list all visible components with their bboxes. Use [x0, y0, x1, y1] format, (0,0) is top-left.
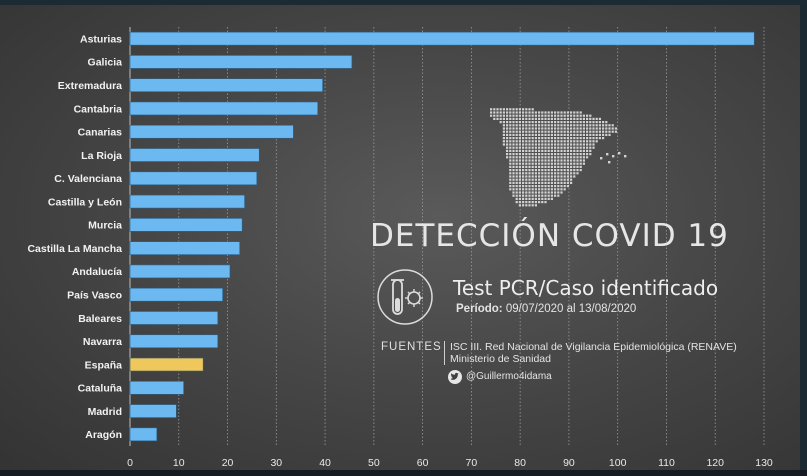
- bar-c-valenciana: [129, 171, 258, 186]
- bar-castilla-y-león: [129, 194, 245, 209]
- period-label: Período:: [456, 303, 503, 315]
- bar-la-rioja: [129, 148, 260, 162]
- category-label: C. Valenciana: [54, 173, 122, 185]
- x-tick-label: 50: [368, 457, 380, 469]
- x-tick-label: 60: [417, 457, 429, 469]
- bar-madrid: [129, 404, 177, 418]
- category-label: España: [85, 359, 123, 371]
- bar-cantabria: [129, 101, 319, 116]
- x-tick-label: 30: [270, 457, 282, 469]
- category-label: Galicia: [88, 57, 123, 69]
- x-tick-label: 130: [755, 457, 773, 469]
- bar-extremadura: [129, 78, 323, 92]
- bar-castilla-la-mancha: [129, 241, 241, 255]
- x-tick-label: 20: [222, 457, 234, 469]
- x-tick-label: 90: [563, 457, 575, 469]
- gridlines: [129, 27, 765, 446]
- category-label: Madrid: [88, 406, 122, 418]
- x-tick-label: 80: [514, 457, 526, 469]
- right-border: [800, 5, 807, 476]
- spain-map-icon: [490, 108, 627, 207]
- sources-divider: [444, 341, 445, 365]
- x-tick-label: 10: [173, 457, 185, 469]
- category-label: Asturias: [80, 33, 122, 45]
- x-tick-label: 70: [466, 457, 478, 469]
- x-tick-label: 110: [658, 457, 675, 469]
- x-tick-label: 0: [127, 457, 133, 469]
- period-text: Período: 09/07/2020 al 13/08/2020: [456, 303, 636, 315]
- period-value: 09/07/2020 al 13/08/2020: [505, 303, 637, 315]
- category-label: Cataluña: [78, 383, 123, 395]
- x-tick-label: 100: [609, 457, 627, 469]
- category-label: La Rioja: [81, 150, 122, 162]
- category-label: Baleares: [78, 313, 122, 325]
- category-label: Castilla y León: [48, 196, 122, 208]
- chart-title: DETECCIÓN COVID 19: [370, 218, 729, 254]
- category-label: Navarra: [83, 336, 122, 348]
- source-line-2: Ministerio de Sanidad: [450, 353, 551, 365]
- top-border: [0, 0, 807, 5]
- category-labels: Asturias Galicia Extremadura Cantabria Canar…: [27, 33, 122, 441]
- bars: [129, 31, 755, 442]
- source-line-1: ISC III. Red Nacional de Vigilancia Epid…: [450, 341, 737, 353]
- category-label: Extremadura: [58, 80, 122, 92]
- twitter-icon: [448, 370, 462, 384]
- category-label: Canarias: [78, 127, 123, 139]
- category-label: País Vasco: [67, 289, 122, 301]
- chart-subtitle: Test PCR/Caso identificado: [453, 276, 719, 300]
- x-tick-labels: 0 10 20 30 40 50 60 70 80 90 100 110 120 130: [127, 457, 773, 469]
- category-label: Cantabria: [74, 103, 123, 115]
- bar-cataluña: [129, 381, 184, 395]
- bar-asturias: [129, 31, 755, 46]
- bar-murcia: [129, 218, 243, 232]
- category-label: Murcia: [88, 220, 122, 232]
- category-label: Aragón: [85, 429, 122, 441]
- sources-label: FUENTES: [381, 341, 442, 353]
- x-tick-label: 120: [706, 457, 724, 469]
- bar-españa: [129, 357, 204, 372]
- bar-navarra: [129, 334, 219, 349]
- bar-galicia: [129, 55, 353, 69]
- bar-canarias: [129, 124, 294, 139]
- x-tick-label: 40: [319, 457, 331, 469]
- bar-baleares: [129, 311, 219, 325]
- bar-andalucía: [129, 264, 231, 279]
- twitter-handle: @Guillermo4idama: [466, 371, 552, 382]
- bottom-border: [0, 470, 807, 476]
- category-label: Castilla La Mancha: [27, 243, 122, 255]
- category-label: Andalucía: [72, 266, 122, 278]
- test-tube-virus-icon: [377, 269, 433, 325]
- bar-país-vasco: [129, 287, 223, 302]
- bar-aragón: [129, 427, 158, 442]
